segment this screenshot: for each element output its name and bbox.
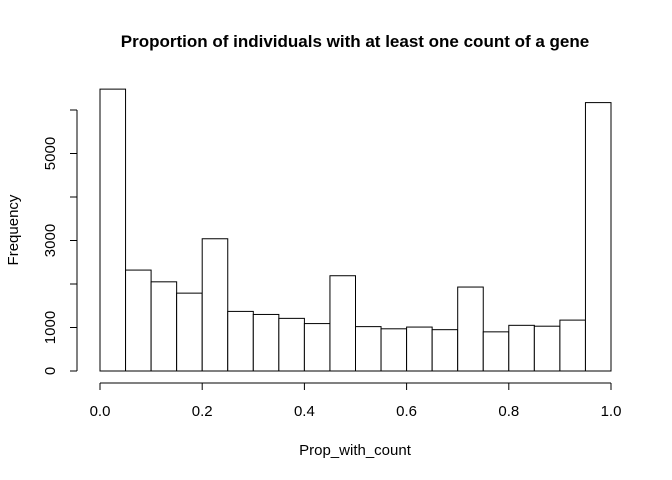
histogram-bar xyxy=(125,269,152,372)
histogram-bar xyxy=(252,313,280,372)
x-tick-label: 0.2 xyxy=(192,403,213,420)
x-tick-label: 0.6 xyxy=(396,403,417,420)
chart-title: Proportion of individuals with at least … xyxy=(121,32,589,51)
y-tick-label: 3000 xyxy=(42,224,59,257)
histogram-bar xyxy=(406,326,433,372)
histogram-bar xyxy=(482,331,510,372)
histogram-bar xyxy=(176,292,203,372)
x-axis-label: Prop_with_count xyxy=(299,442,412,459)
histogram-bar xyxy=(508,324,535,372)
y-axis-label: Frequency xyxy=(5,194,22,265)
y-tick-label: 0 xyxy=(42,367,59,375)
histogram-bar xyxy=(227,310,254,372)
x-tick-label: 0.0 xyxy=(90,403,111,420)
y-tick-label: 5000 xyxy=(42,137,59,170)
histogram-bar xyxy=(150,281,178,372)
histogram-bar xyxy=(431,329,459,372)
x-tick-label: 1.0 xyxy=(601,403,622,420)
histogram-bar xyxy=(99,88,127,372)
histogram-bar xyxy=(584,102,612,372)
histogram-bar xyxy=(457,286,484,372)
y-tick-label: 1000 xyxy=(42,311,59,344)
histogram-bar xyxy=(303,323,331,372)
histogram-bar xyxy=(329,275,357,372)
histogram-bar xyxy=(355,326,382,372)
y-axis: 0 1000 3000 5000 xyxy=(42,109,78,375)
x-tick-label: 0.4 xyxy=(294,403,315,420)
x-axis: 0.0 0.2 0.4 0.6 0.8 1.0 xyxy=(90,382,622,420)
histogram-bar xyxy=(201,238,229,372)
histogram-bar xyxy=(559,319,586,372)
bars-group xyxy=(99,88,612,372)
histogram-bar xyxy=(278,317,305,372)
x-tick-label: 0.8 xyxy=(498,403,519,420)
histogram-bar xyxy=(380,328,408,372)
histogram-bar xyxy=(533,325,561,372)
